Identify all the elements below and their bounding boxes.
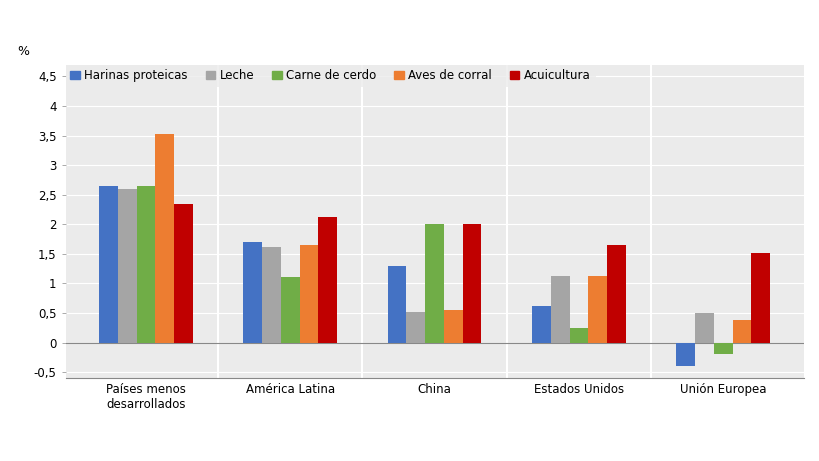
Bar <box>695 313 713 343</box>
Bar <box>99 186 118 343</box>
Bar <box>118 189 137 343</box>
Bar <box>731 320 750 343</box>
Legend: Harinas proteicas, Leche, Carne de cerdo, Aves de corral, Acuicultura: Harinas proteicas, Leche, Carne de cerdo… <box>66 65 595 87</box>
Bar <box>462 224 481 343</box>
Bar <box>550 276 569 343</box>
Bar <box>606 245 625 343</box>
Bar <box>676 343 695 366</box>
Bar <box>406 312 425 343</box>
Bar <box>443 310 462 343</box>
Bar <box>262 247 281 343</box>
Bar <box>281 278 299 343</box>
Bar <box>532 306 550 343</box>
Text: %: % <box>18 45 29 58</box>
Bar <box>587 276 606 343</box>
Bar <box>569 328 587 343</box>
Bar <box>243 242 262 343</box>
Bar <box>318 217 337 343</box>
Bar <box>174 204 192 343</box>
Bar <box>299 245 318 343</box>
Bar <box>750 253 769 343</box>
Bar <box>156 134 174 343</box>
Bar <box>713 343 731 355</box>
Bar <box>425 224 443 343</box>
Bar <box>387 266 406 343</box>
Bar <box>137 186 156 343</box>
